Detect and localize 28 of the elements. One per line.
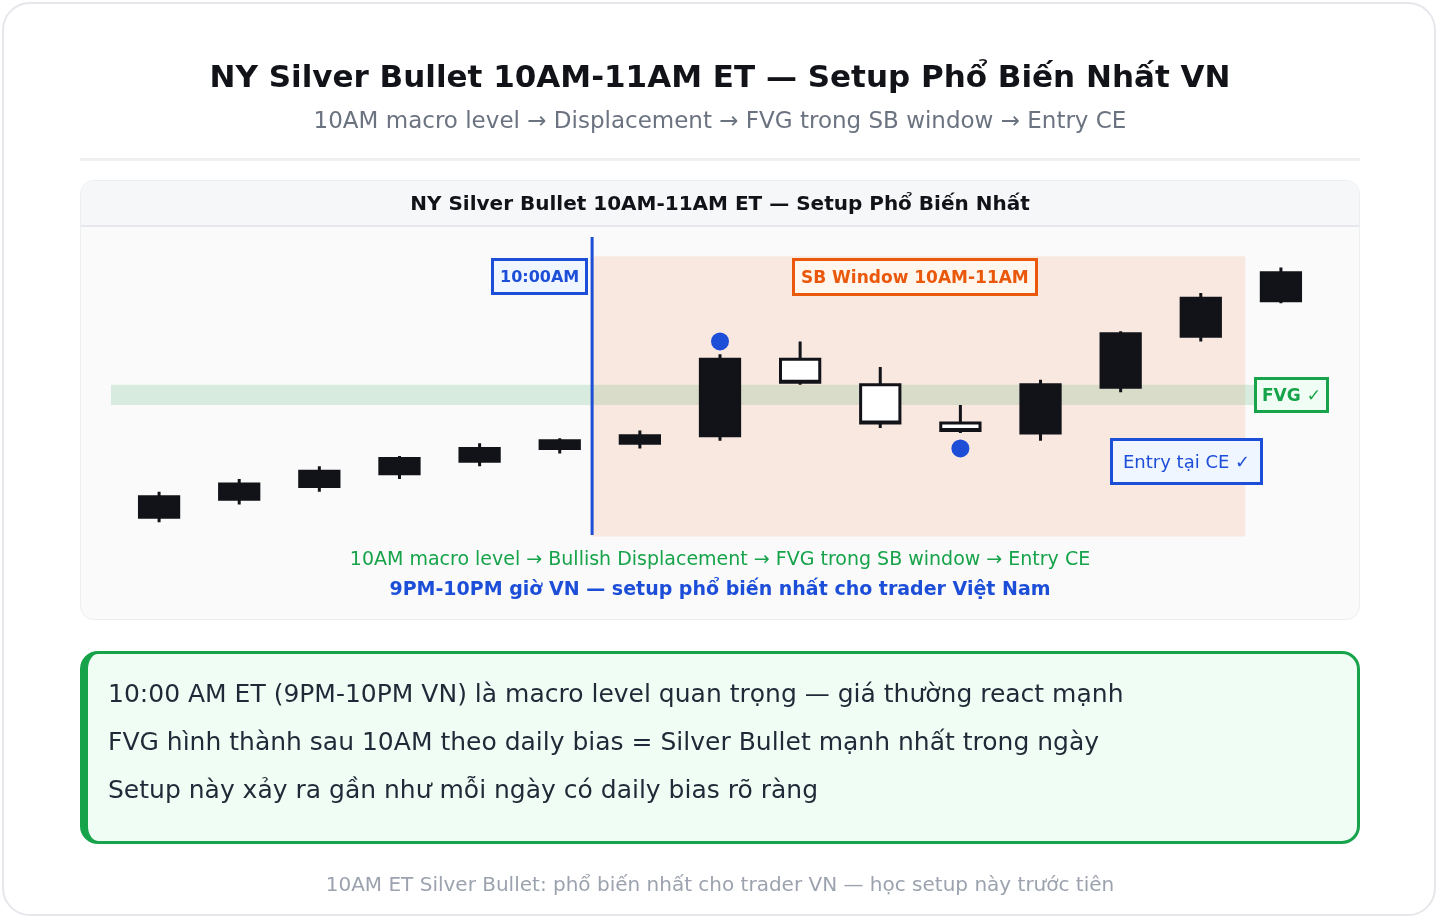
candlestick bbox=[698, 354, 742, 441]
chart-subtitle: 10AM macro level → Displacement → FVG trong SB window → Entry CE bbox=[312, 107, 1128, 133]
candlestick bbox=[1179, 293, 1222, 342]
candlestick bbox=[458, 443, 501, 467]
text: 10AM ET Silver Bullet: phổ biến nhất cho trader VN — học setup này trước tiên bbox=[324, 872, 1116, 896]
candlestick bbox=[538, 438, 581, 454]
candlestick bbox=[298, 466, 341, 492]
candlestick bbox=[779, 341, 822, 385]
candlestick bbox=[859, 366, 902, 429]
candlestick bbox=[939, 405, 982, 434]
candlestick bbox=[1099, 331, 1142, 393]
text: 10:00 AM ET (9PM-10PM VN) là macro level quan trọng — giá thường react mạnh bbox=[108, 678, 1125, 710]
band-label: FVG ✓ bbox=[1262, 385, 1321, 405]
annotation: 10:00AM bbox=[500, 267, 580, 286]
candlestick bbox=[378, 456, 421, 479]
text: NY Silver Bullet 10AM-11AM ET — Setup Phổ Biến Nhất bbox=[81, 181, 1359, 227]
candlestick bbox=[1259, 267, 1303, 304]
text: FVG hình thành sau 10AM theo daily bias = Silver Bullet mạnh nhất trong ngày bbox=[108, 726, 1101, 758]
text: 10AM macro level → Bullish Displacement → FVG trong SB window → Entry CE bbox=[348, 547, 1092, 569]
candlestick bbox=[218, 478, 261, 505]
candlestick bbox=[1019, 379, 1062, 441]
candlestick bbox=[137, 491, 181, 523]
text: 9PM-10PM giờ VN — setup phổ biến nhất cho trader Việt Nam bbox=[388, 577, 1052, 599]
annotation: Entry tại CE ✓ bbox=[1123, 451, 1251, 472]
annotation: SB Window 10AM-11AM bbox=[801, 267, 1029, 287]
chart-title: NY Silver Bullet 10AM-11AM ET — Setup Phổ Biến Nhất VN bbox=[208, 58, 1232, 94]
candlestick bbox=[618, 430, 661, 449]
text: Setup này xảy ra gần như mỗi ngày có daily bias rõ ràng bbox=[108, 774, 819, 806]
